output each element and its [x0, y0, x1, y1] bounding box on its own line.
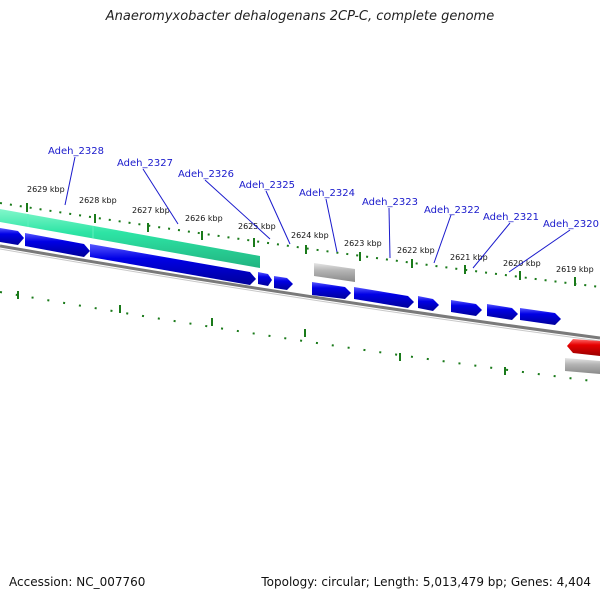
gene-label[interactable]: Adeh_2322 [424, 205, 480, 216]
highlight-band [0, 209, 260, 268]
outer-tick-ring [0, 202, 600, 288]
genome-backbone [0, 244, 600, 340]
rna-gene-block[interactable] [314, 263, 355, 282]
gene-label[interactable]: Adeh_2323 [362, 197, 418, 208]
genome-backbone-shadow [0, 248, 600, 342]
kbp-label: 2621 kbp [450, 253, 488, 262]
kbp-label: 2624 kbp [291, 231, 329, 240]
forward-gene-arrow[interactable] [418, 296, 439, 311]
summary-text: Topology: circular; Length: 5,013,479 bp… [261, 575, 591, 589]
kbp-label: 2628 kbp [79, 196, 117, 205]
gene-leader-lines [64, 156, 571, 273]
gene-label[interactable]: Adeh_2328 [48, 146, 104, 157]
inner-major-ticks [17, 291, 506, 375]
forward-gene-arrow[interactable] [274, 276, 293, 290]
forward-gene-arrow[interactable] [25, 233, 90, 257]
kbp-label: 2629 kbp [27, 185, 65, 194]
kbp-label: 2622 kbp [397, 246, 435, 255]
gene-label[interactable]: Adeh_2325 [239, 180, 295, 191]
kbp-label: 2619 kbp [556, 265, 594, 274]
inner-tick-ring [0, 291, 600, 383]
gene-arrows [0, 228, 600, 374]
forward-gene-arrow[interactable] [90, 244, 256, 285]
kbp-label: 2623 kbp [344, 239, 382, 248]
reverse-gene-arrow[interactable] [567, 339, 600, 356]
forward-gene-arrow[interactable] [0, 228, 24, 245]
kbp-label: 2626 kbp [185, 214, 223, 223]
forward-gene-arrow[interactable] [487, 304, 518, 320]
kbp-label: 2627 kbp [132, 206, 170, 215]
forward-gene-arrow[interactable] [451, 300, 482, 316]
accession-text: Accession: NC_007760 [9, 575, 146, 589]
gene-label[interactable]: Adeh_2321 [483, 212, 539, 223]
gene-label[interactable]: Adeh_2327 [117, 158, 173, 169]
forward-gene-arrow[interactable] [520, 308, 561, 325]
gene-label[interactable]: Adeh_2324 [299, 188, 355, 199]
map-title: Anaeromyxobacter dehalogenans 2CP-C, com… [105, 9, 495, 24]
forward-gene-arrow[interactable] [258, 272, 272, 286]
forward-gene-arrow[interactable] [312, 282, 351, 299]
outer-major-ticks [26, 203, 576, 286]
gene-label[interactable]: Adeh_2320 [543, 219, 599, 230]
forward-gene-arrow[interactable] [354, 287, 414, 308]
gene-label[interactable]: Adeh_2326 [178, 169, 234, 180]
gene-labels: Adeh_2328 Adeh_2327 Adeh_2326 Adeh_2325 … [48, 146, 599, 230]
rna-gene-block[interactable] [565, 358, 600, 374]
